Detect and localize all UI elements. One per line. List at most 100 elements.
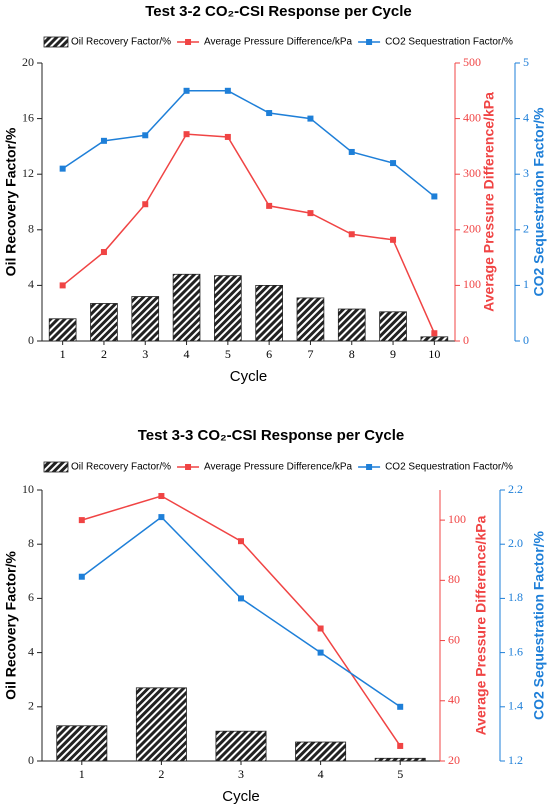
marker bbox=[348, 148, 355, 155]
x-tick-label: 1 bbox=[60, 347, 66, 361]
bar bbox=[296, 297, 325, 342]
y2-axis-label: Average Pressure Difference/kPa bbox=[481, 92, 497, 312]
marker bbox=[78, 573, 85, 580]
marker bbox=[431, 193, 438, 200]
bar bbox=[131, 296, 160, 342]
marker bbox=[317, 649, 324, 656]
marker bbox=[224, 87, 231, 94]
y3-tick-label: 1.8 bbox=[508, 590, 523, 604]
y2-tick-label: 200 bbox=[463, 222, 481, 236]
y3-tick-label: 2.0 bbox=[508, 536, 523, 550]
y2-tick-label: 60 bbox=[448, 632, 460, 646]
legend-label: Average Pressure Difference/kPa bbox=[204, 462, 352, 473]
marker bbox=[59, 282, 66, 289]
line bbox=[62, 133, 436, 334]
y3-tick-label: 2.2 bbox=[508, 482, 523, 496]
marker bbox=[183, 87, 190, 94]
marker bbox=[390, 236, 397, 243]
y-tick-label: 8 bbox=[28, 536, 34, 550]
y2-tick-label: 100 bbox=[448, 512, 466, 526]
marker bbox=[100, 137, 107, 144]
x-tick-label: 9 bbox=[390, 347, 396, 361]
y2-tick-label: 100 bbox=[463, 277, 481, 291]
y-axis-label: Oil Recovery Factor/% bbox=[3, 551, 19, 700]
marker bbox=[397, 742, 404, 749]
legend-swatch bbox=[43, 36, 69, 48]
x-tick-label: 1 bbox=[79, 767, 85, 781]
chart-title: Test 3-2 CO₂-CSI Response per Cycle bbox=[145, 3, 411, 20]
y2-tick-label: 500 bbox=[463, 55, 481, 69]
y3-axis-label: CO2 Sequestration Factor/% bbox=[531, 107, 547, 297]
y2-tick-label: 40 bbox=[448, 693, 460, 707]
y3-axis-label: CO2 Sequestration Factor/% bbox=[531, 530, 547, 720]
y3-tick-label: 5 bbox=[523, 55, 529, 69]
legend-swatch bbox=[185, 464, 192, 470]
y-tick-label: 6 bbox=[28, 590, 34, 604]
bar bbox=[374, 757, 426, 762]
x-axis-label: Cycle bbox=[222, 788, 260, 805]
y-tick-label: 12 bbox=[22, 166, 34, 180]
line bbox=[81, 516, 401, 708]
y-tick-label: 10 bbox=[22, 482, 34, 496]
y3-tick-label: 1.6 bbox=[508, 644, 523, 658]
y-tick-label: 16 bbox=[22, 110, 34, 124]
marker bbox=[307, 210, 314, 217]
y2-tick-label: 20 bbox=[448, 753, 460, 767]
marker bbox=[158, 493, 165, 500]
y2-tick-label: 80 bbox=[448, 572, 460, 586]
legend-label: CO2 Sequestration Factor/% bbox=[385, 37, 513, 48]
y3-tick-label: 4 bbox=[523, 110, 529, 124]
bar bbox=[420, 336, 449, 342]
y-tick-label: 0 bbox=[28, 333, 34, 347]
marker bbox=[307, 115, 314, 122]
bar bbox=[295, 741, 347, 762]
bar bbox=[135, 687, 187, 762]
marker bbox=[100, 249, 107, 256]
x-tick-label: 3 bbox=[238, 767, 244, 781]
y3-tick-label: 3 bbox=[523, 166, 529, 180]
legend-swatch bbox=[185, 39, 192, 45]
y-axis-label: Oil Recovery Factor/% bbox=[3, 127, 19, 276]
y-tick-label: 8 bbox=[28, 222, 34, 236]
legend-label: Oil Recovery Factor/% bbox=[71, 37, 171, 48]
marker bbox=[59, 165, 66, 172]
marker bbox=[238, 595, 244, 602]
y2-tick-label: 0 bbox=[463, 333, 469, 347]
y2-tick-label: 300 bbox=[463, 166, 481, 180]
legend-label: Oil Recovery Factor/% bbox=[71, 462, 171, 473]
legend-label: CO2 Sequestration Factor/% bbox=[385, 462, 513, 473]
marker bbox=[317, 625, 324, 632]
marker bbox=[431, 330, 438, 337]
x-axis-label: Cycle bbox=[230, 368, 268, 385]
x-tick-label: 5 bbox=[397, 767, 403, 781]
y3-tick-label: 1.2 bbox=[508, 753, 523, 767]
y3-tick-label: 0 bbox=[523, 333, 529, 347]
legend-label: Average Pressure Difference/kPa bbox=[204, 37, 352, 48]
bar bbox=[379, 311, 407, 342]
legend-swatch bbox=[366, 39, 373, 45]
marker bbox=[142, 201, 149, 208]
line bbox=[81, 495, 401, 747]
marker bbox=[183, 131, 190, 138]
y-tick-label: 20 bbox=[22, 55, 34, 69]
y-tick-label: 0 bbox=[28, 753, 34, 767]
y-tick-label: 2 bbox=[28, 699, 34, 713]
chart-title: Test 3-3 CO₂-CSI Response per Cycle bbox=[138, 427, 404, 444]
x-tick-label: 2 bbox=[158, 767, 164, 781]
marker bbox=[348, 231, 355, 238]
y-tick-label: 4 bbox=[28, 277, 34, 291]
marker bbox=[158, 514, 165, 521]
line bbox=[62, 90, 435, 198]
marker bbox=[390, 160, 397, 167]
marker bbox=[224, 133, 231, 140]
bar bbox=[48, 318, 77, 342]
y3-tick-label: 1 bbox=[523, 277, 529, 291]
marker bbox=[238, 538, 244, 545]
x-tick-label: 2 bbox=[101, 347, 107, 361]
marker bbox=[142, 132, 149, 139]
y3-tick-label: 1.4 bbox=[508, 699, 523, 713]
bar bbox=[215, 730, 267, 762]
x-tick-label: 3 bbox=[142, 347, 148, 361]
bar bbox=[172, 273, 201, 342]
